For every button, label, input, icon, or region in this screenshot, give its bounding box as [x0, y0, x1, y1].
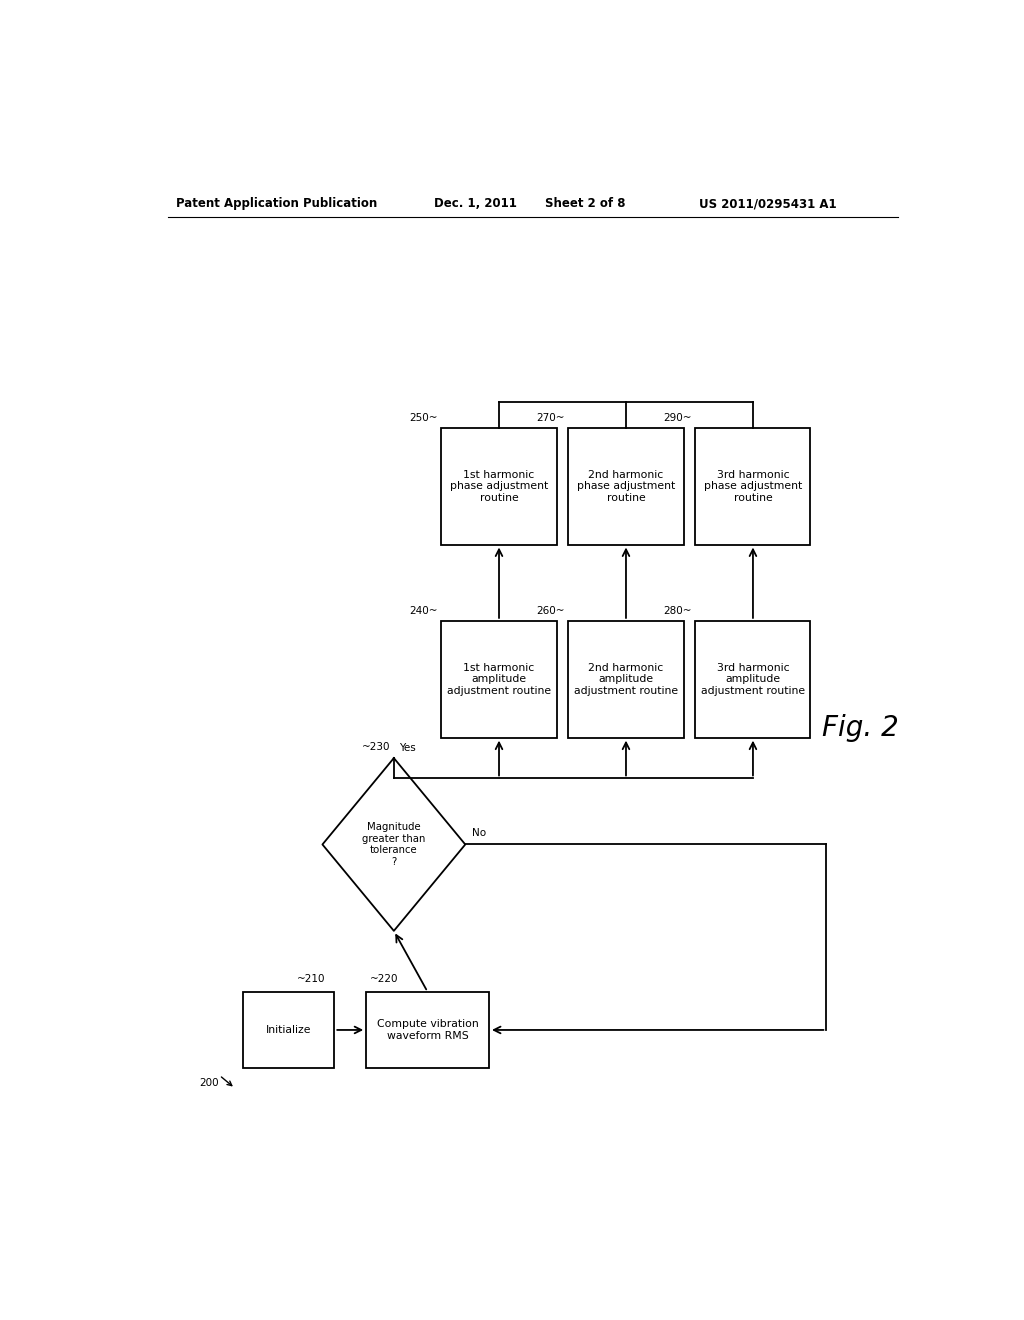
Text: 2nd harmonic
amplitude
adjustment routine: 2nd harmonic amplitude adjustment routin…: [573, 663, 678, 696]
Text: 3rd harmonic
amplitude
adjustment routine: 3rd harmonic amplitude adjustment routin…: [700, 663, 805, 696]
Text: 280~: 280~: [663, 606, 691, 615]
FancyBboxPatch shape: [243, 991, 334, 1068]
Text: Sheet 2 of 8: Sheet 2 of 8: [545, 197, 625, 210]
FancyBboxPatch shape: [441, 428, 557, 545]
Text: US 2011/0295431 A1: US 2011/0295431 A1: [699, 197, 837, 210]
Text: Dec. 1, 2011: Dec. 1, 2011: [433, 197, 516, 210]
Text: 3rd harmonic
phase adjustment
routine: 3rd harmonic phase adjustment routine: [703, 470, 802, 503]
Text: 260~: 260~: [536, 606, 564, 615]
Text: 2nd harmonic
phase adjustment
routine: 2nd harmonic phase adjustment routine: [577, 470, 675, 503]
FancyBboxPatch shape: [695, 428, 811, 545]
Text: Initialize: Initialize: [266, 1024, 311, 1035]
Text: No: No: [472, 829, 485, 838]
Text: Magnitude
greater than
tolerance
?: Magnitude greater than tolerance ?: [362, 822, 426, 867]
FancyBboxPatch shape: [367, 991, 489, 1068]
Text: Compute vibration
waveform RMS: Compute vibration waveform RMS: [377, 1019, 478, 1040]
FancyBboxPatch shape: [568, 428, 684, 545]
FancyBboxPatch shape: [441, 620, 557, 738]
Text: 200: 200: [200, 1078, 219, 1089]
Text: Yes: Yes: [399, 743, 416, 752]
Text: 1st harmonic
phase adjustment
routine: 1st harmonic phase adjustment routine: [450, 470, 548, 503]
Text: ~220: ~220: [370, 974, 398, 983]
FancyBboxPatch shape: [695, 620, 811, 738]
FancyBboxPatch shape: [568, 620, 684, 738]
Text: Fig. 2: Fig. 2: [822, 714, 899, 742]
Text: ~210: ~210: [297, 974, 326, 983]
Text: 270~: 270~: [536, 413, 564, 422]
Text: 290~: 290~: [663, 413, 691, 422]
Text: 1st harmonic
amplitude
adjustment routine: 1st harmonic amplitude adjustment routin…: [446, 663, 551, 696]
Text: Patent Application Publication: Patent Application Publication: [176, 197, 377, 210]
Text: 240~: 240~: [409, 606, 437, 615]
Text: 250~: 250~: [409, 413, 437, 422]
Text: ~230: ~230: [361, 742, 390, 752]
